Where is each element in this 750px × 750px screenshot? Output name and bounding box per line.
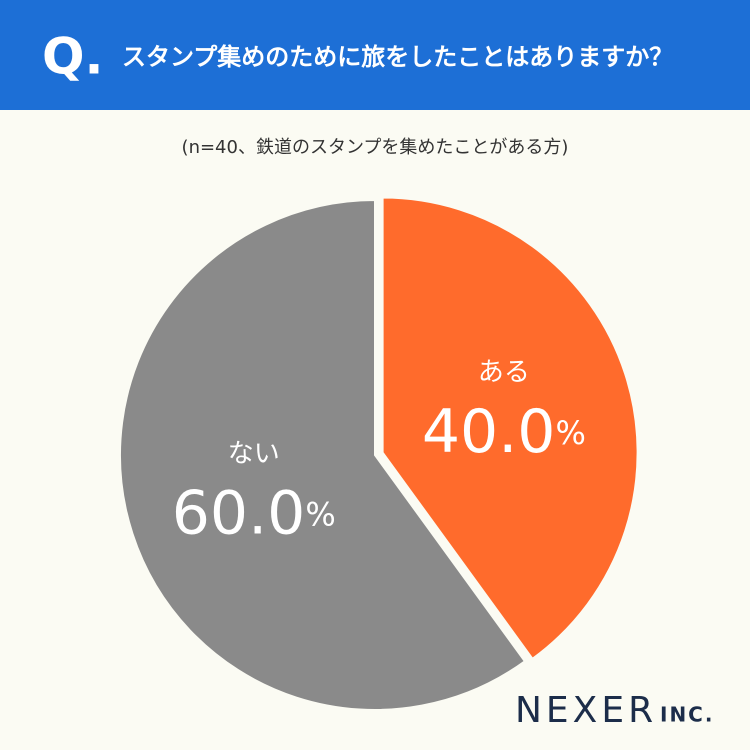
- logo-suffix: INC.: [660, 703, 714, 727]
- pie-slice: [119, 198, 527, 711]
- logo: NEXER: [515, 690, 657, 731]
- pie: ある 40.0% ない 60.0%: [119, 196, 639, 711]
- slice-category-label: ない: [228, 439, 280, 469]
- slice-category-label: ある: [478, 358, 530, 388]
- question-mark: Q.: [42, 28, 104, 86]
- chart-title: スタンプ集めのために旅をしたことはありますか？: [122, 43, 673, 71]
- header-band: [0, 0, 750, 110]
- pie-slice: [381, 196, 639, 661]
- chart-subtitle: (n=40、鉄道のスタンプを集めたことがある方): [182, 137, 569, 158]
- slice-value-label: 40.0%: [422, 397, 586, 467]
- slice-value-label: 60.0%: [172, 478, 336, 548]
